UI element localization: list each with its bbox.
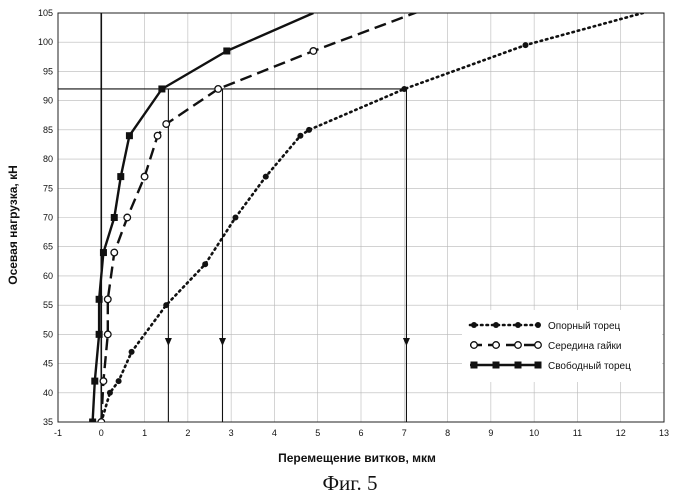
data-point [96, 331, 103, 338]
y-tick-label: 35 [43, 417, 53, 427]
y-tick-label: 100 [38, 37, 53, 47]
data-point [104, 331, 111, 338]
data-point [215, 86, 222, 93]
legend: Опорный торец Середина гайки Свободный т… [462, 310, 662, 382]
data-point [116, 378, 122, 384]
y-tick-label: 95 [43, 66, 53, 76]
x-tick-label: 1 [142, 428, 147, 438]
chart: -101234567891011121335404550556065707580… [0, 0, 679, 500]
series-dashed [98, 7, 430, 425]
x-tick-label: 6 [358, 428, 363, 438]
data-point [124, 214, 131, 221]
x-tick-label: 5 [315, 428, 320, 438]
data-point [100, 378, 107, 385]
figure-caption: Фиг. 5 [322, 471, 377, 495]
y-tick-label: 40 [43, 388, 53, 398]
data-point [310, 48, 317, 55]
data-point [493, 322, 499, 328]
x-tick-label: 11 [573, 428, 582, 438]
x-tick-label: 2 [185, 428, 190, 438]
data-point [111, 214, 118, 221]
data-point [111, 249, 118, 256]
annotation-layer [58, 89, 410, 422]
data-point [107, 390, 113, 396]
x-tick-label: 0 [99, 428, 104, 438]
data-point [515, 342, 522, 349]
arrow-head-icon [219, 338, 226, 346]
legend-label-svobodnyj-torec: Свободный торец [548, 360, 631, 372]
data-point [91, 378, 98, 385]
y-tick-label: 75 [43, 183, 53, 193]
legend-label-opornyj-torec: Опорный торец [548, 321, 621, 332]
y-tick-label: 90 [43, 96, 53, 106]
y-tick-label: 60 [43, 271, 53, 281]
legend-label-seredina-gajki: Середина гайки [548, 341, 622, 352]
data-point [223, 47, 230, 54]
data-point [98, 419, 105, 426]
data-point [117, 173, 124, 180]
data-point [104, 296, 111, 303]
data-point [202, 261, 208, 267]
x-tick-label: 13 [659, 428, 669, 438]
data-point [126, 132, 133, 139]
data-point [535, 342, 542, 349]
data-point [535, 362, 542, 369]
data-point [100, 249, 107, 256]
data-point [297, 133, 303, 139]
y-tick-label: 80 [43, 154, 53, 164]
data-point [522, 42, 528, 48]
data-point [263, 174, 269, 180]
x-tick-label: 12 [616, 428, 626, 438]
x-tick-label: 9 [488, 428, 493, 438]
y-tick-label: 55 [43, 300, 53, 310]
data-point [471, 342, 478, 349]
data-point [163, 121, 170, 128]
data-point [306, 127, 312, 133]
data-point [163, 302, 169, 308]
x-tick-label: 10 [529, 428, 539, 438]
y-axis-title: Осевая нагрузка, кН [6, 165, 20, 285]
data-point [141, 173, 148, 180]
data-point [89, 419, 96, 426]
series-line [101, 7, 430, 422]
x-tick-label: -1 [54, 428, 62, 438]
data-point [471, 322, 477, 328]
data-point [515, 362, 522, 369]
x-tick-label: 4 [272, 428, 277, 438]
y-tick-label: 85 [43, 125, 53, 135]
x-tick-label: 8 [445, 428, 450, 438]
x-axis-title: Перемещение витков, мкм [278, 451, 436, 465]
y-tick-label: 105 [38, 8, 53, 18]
data-point [493, 342, 500, 349]
data-point [96, 296, 103, 303]
data-point [515, 322, 521, 328]
arrow-head-icon [165, 338, 172, 346]
data-point [535, 322, 541, 328]
data-point [154, 132, 161, 139]
data-point [493, 362, 500, 369]
data-point [158, 85, 165, 92]
y-tick-label: 50 [43, 329, 53, 339]
y-tick-label: 65 [43, 242, 53, 252]
data-point [471, 362, 478, 369]
y-tick-label: 45 [43, 359, 53, 369]
data-point [232, 215, 238, 221]
x-tick-label: 7 [402, 428, 407, 438]
data-point [401, 86, 407, 92]
y-tick-label: 70 [43, 213, 53, 223]
data-point [129, 349, 135, 355]
x-tick-label: 3 [229, 428, 234, 438]
